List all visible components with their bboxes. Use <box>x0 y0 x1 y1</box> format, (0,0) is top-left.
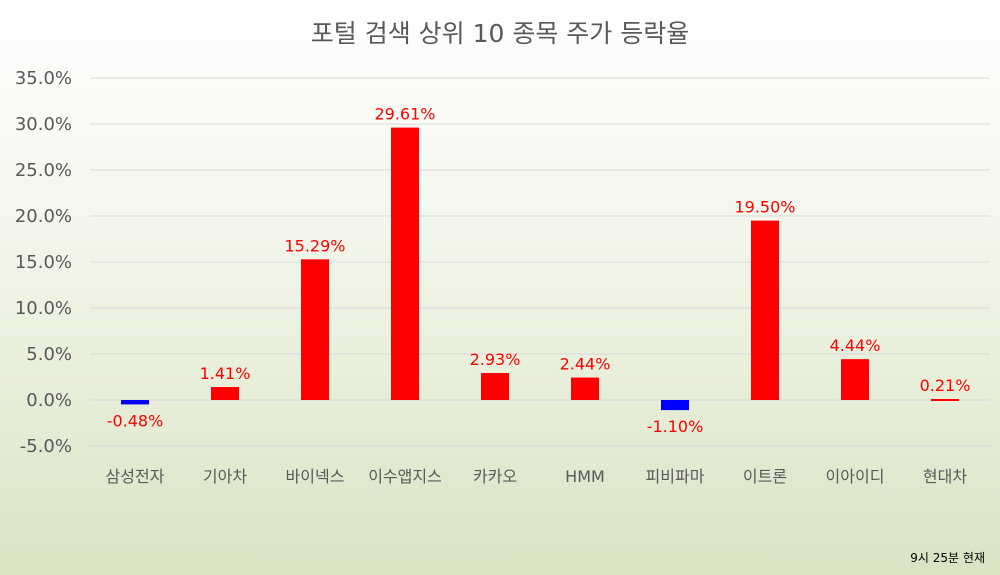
data-label: 19.50% <box>734 198 795 217</box>
bar <box>211 387 239 400</box>
category-label: 이수앱지스 <box>368 467 442 486</box>
y-tick-label: 0.0% <box>26 390 72 411</box>
y-tick-label: 10.0% <box>15 298 72 319</box>
x-axis-categories: 삼성전자 기아차 바이넥스 이수앱지스 카카오 HMM 피비파마 이트론 이아이디 현대차 <box>106 467 968 486</box>
data-label: 29.61% <box>374 105 435 124</box>
bar <box>661 400 689 411</box>
bar <box>301 259 329 400</box>
bar <box>931 399 959 401</box>
category-label: 이아이디 <box>826 467 885 486</box>
bars <box>121 127 959 411</box>
y-tick-label: 15.0% <box>15 252 72 273</box>
bar <box>121 400 149 405</box>
data-labels: -0.48% 1.41% 15.29% 29.61% 2.93% 2.44% -1.10% 1… <box>107 105 971 437</box>
y-tick-label: -5.0% <box>20 436 72 457</box>
y-tick-label: 5.0% <box>26 344 72 365</box>
y-tick-label: 35.0% <box>15 68 72 89</box>
category-label: HMM <box>565 467 605 486</box>
category-label: 이트론 <box>743 467 787 486</box>
bar <box>571 377 599 400</box>
y-tick-label: 25.0% <box>15 160 72 181</box>
category-label: 피비파마 <box>646 467 705 486</box>
data-label: 4.44% <box>830 336 881 355</box>
chart-title: 포털 검색 상위 10 종목 주가 등락율 <box>311 19 690 48</box>
bar <box>841 359 869 400</box>
grid-lines <box>90 77 990 447</box>
data-label: 0.21% <box>920 376 971 395</box>
category-label: 바이넥스 <box>286 467 345 486</box>
y-axis-ticks: 35.0% 30.0% 25.0% 20.0% 15.0% 10.0% 5.0% 0.0% -5… <box>15 68 72 457</box>
data-label: 1.41% <box>200 364 251 383</box>
category-label: 카카오 <box>473 467 517 486</box>
category-label: 기아차 <box>203 467 247 486</box>
y-tick-label: 30.0% <box>15 114 72 135</box>
timestamp-note: 9시 25분 현재 <box>910 551 985 565</box>
data-label: 2.93% <box>470 350 521 369</box>
data-label: 15.29% <box>284 236 345 255</box>
bar <box>481 373 509 400</box>
category-label: 현대차 <box>923 467 967 486</box>
y-tick-label: 20.0% <box>15 206 72 227</box>
data-label: 2.44% <box>560 355 611 374</box>
data-label: -1.10% <box>647 417 704 436</box>
data-label: -0.48% <box>107 411 164 430</box>
category-label: 삼성전자 <box>106 467 165 486</box>
bar <box>751 220 779 400</box>
bar <box>391 127 419 400</box>
